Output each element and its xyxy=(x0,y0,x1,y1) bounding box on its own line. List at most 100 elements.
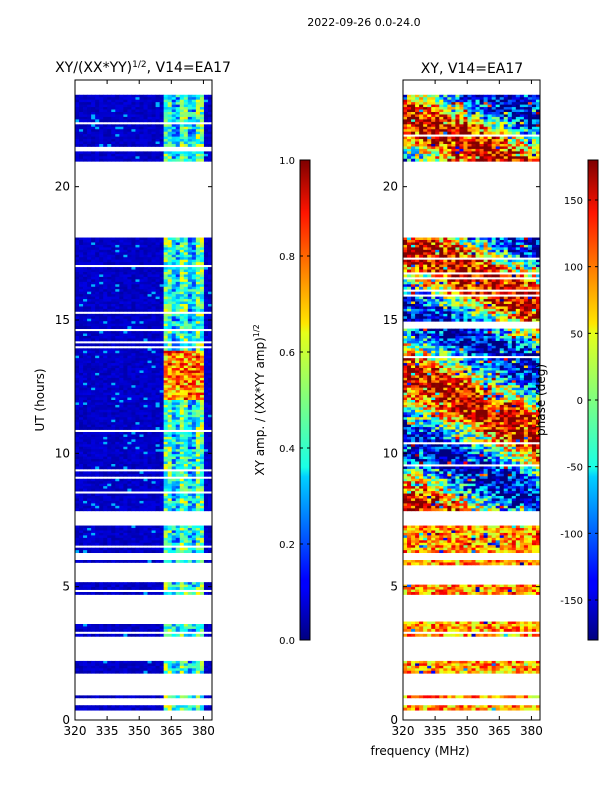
heatmap-cell xyxy=(151,387,156,391)
heatmap-cell xyxy=(207,158,212,162)
heatmap-cell xyxy=(95,404,100,408)
heatmap-cell xyxy=(179,550,185,554)
heatmap-cell xyxy=(175,119,181,123)
heatmap-cell xyxy=(111,306,116,310)
heatmap-cell xyxy=(99,503,104,507)
heatmap-cell xyxy=(167,281,173,285)
heatmap-cell xyxy=(143,582,148,586)
heatmap-cell xyxy=(195,126,201,130)
heatmap-cell xyxy=(175,247,181,251)
heatmap-cell xyxy=(155,503,161,507)
heatmap-cell xyxy=(75,532,80,536)
heatmap-cell xyxy=(119,141,124,145)
heatmap-cell xyxy=(83,441,88,445)
heatmap-cell xyxy=(115,272,120,275)
heatmap-cell xyxy=(191,542,197,546)
heatmap-cell xyxy=(115,454,120,458)
heatmap-cell xyxy=(199,129,205,133)
heatmap-cell xyxy=(179,124,185,128)
heatmap-cell xyxy=(207,129,212,133)
heatmap-cell xyxy=(127,97,132,101)
heatmap-cell xyxy=(175,126,181,130)
heatmap-cell xyxy=(123,500,128,504)
heatmap-cell xyxy=(123,109,128,113)
heatmap-cell xyxy=(87,281,92,285)
heatmap-cell xyxy=(191,321,197,325)
heatmap-cell xyxy=(155,382,161,386)
heatmap-cell xyxy=(187,628,193,632)
heatmap-cell xyxy=(159,404,165,408)
heatmap-cell xyxy=(79,269,84,273)
heatmap-cell xyxy=(159,382,165,386)
heatmap-cell xyxy=(107,660,112,664)
heatmap-cell xyxy=(139,387,144,391)
heatmap-cell xyxy=(199,355,205,359)
heatmap-cell xyxy=(195,131,201,135)
heatmap-cell xyxy=(167,525,173,529)
heatmap-cell xyxy=(107,633,112,637)
heatmap-cell xyxy=(123,244,128,248)
heatmap-cell xyxy=(135,466,140,470)
heatmap-cell xyxy=(103,370,108,374)
heatmap-cell xyxy=(159,540,165,544)
heatmap-cell xyxy=(107,289,112,293)
heatmap-cell xyxy=(203,382,209,386)
heatmap-cell xyxy=(111,139,116,142)
heatmap-cell xyxy=(143,503,148,507)
heatmap-cell xyxy=(91,363,96,366)
heatmap-cell xyxy=(115,269,120,273)
heatmap-cell xyxy=(191,94,197,98)
heatmap-cell xyxy=(91,107,96,110)
heatmap-cell xyxy=(203,488,209,492)
heatmap-cell xyxy=(83,141,88,145)
heatmap-cell xyxy=(191,493,197,497)
heatmap-cell xyxy=(151,404,156,408)
heatmap-cell xyxy=(203,321,209,325)
heatmap-cell xyxy=(167,412,173,416)
heatmap-cell xyxy=(171,444,177,448)
heatmap-cell xyxy=(127,365,132,369)
heatmap-cell xyxy=(99,592,104,595)
heatmap-cell xyxy=(203,370,209,374)
heatmap-cell xyxy=(79,107,84,110)
heatmap-cell xyxy=(147,331,152,334)
heatmap-cell xyxy=(83,387,88,391)
heatmap-cell xyxy=(75,587,80,590)
heatmap-cell xyxy=(175,508,181,512)
heatmap-cell xyxy=(83,336,88,339)
heatmap-cell xyxy=(123,547,128,551)
heatmap-cell xyxy=(207,584,212,588)
heatmap-cell xyxy=(171,94,177,98)
heatmap-cell xyxy=(163,419,169,423)
heatmap-cell xyxy=(75,104,80,108)
heatmap-cell xyxy=(199,296,205,300)
heatmap-cell xyxy=(115,493,120,497)
heatmap-cell xyxy=(183,488,189,492)
heatmap-cell xyxy=(111,432,116,435)
heatmap-cell xyxy=(127,242,132,246)
heatmap-cell xyxy=(79,363,84,366)
heatmap-cell xyxy=(119,274,124,278)
heatmap-cell xyxy=(175,318,181,322)
heatmap-cell xyxy=(91,663,96,667)
heatmap-cell xyxy=(175,112,181,115)
heatmap-cell xyxy=(183,407,189,411)
heatmap-cell xyxy=(199,382,205,386)
heatmap-cell xyxy=(123,353,128,357)
heatmap-cell xyxy=(151,139,156,142)
heatmap-cell xyxy=(107,483,112,487)
heatmap-cell xyxy=(163,124,169,128)
heatmap-cell xyxy=(195,259,201,263)
heatmap-cell xyxy=(131,483,136,487)
heatmap-cell xyxy=(199,537,205,541)
heatmap-cell xyxy=(167,537,173,541)
heatmap-cell xyxy=(91,104,96,108)
heatmap-cell xyxy=(99,308,104,312)
heatmap-cell xyxy=(151,336,156,339)
heatmap-cell xyxy=(195,466,201,470)
heatmap-cell xyxy=(115,326,120,330)
heatmap-cell xyxy=(151,454,156,458)
heatmap-cell xyxy=(115,382,120,386)
heatmap-cell xyxy=(99,375,104,379)
heatmap-cell xyxy=(183,363,189,366)
